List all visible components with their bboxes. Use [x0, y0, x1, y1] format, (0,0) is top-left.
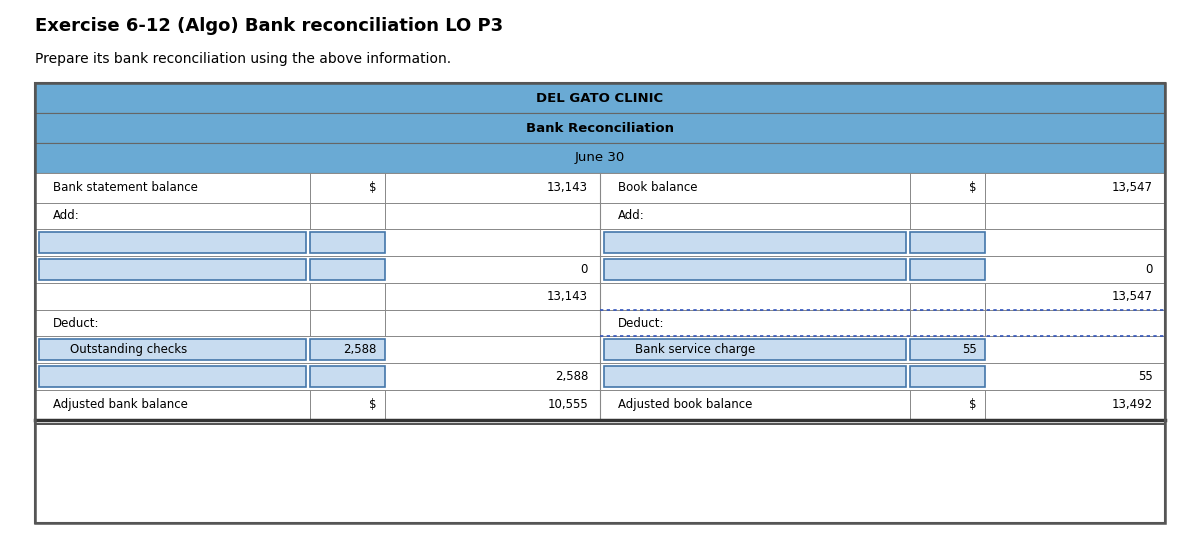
Bar	[604, 340, 906, 360]
Bar	[35, 173, 1165, 420]
Bar	[35, 390, 1165, 420]
Text: Bank service charge: Bank service charge	[635, 343, 755, 356]
Text: Adjusted book balance: Adjusted book balance	[618, 398, 752, 411]
Bar	[310, 366, 385, 387]
Text: 10,555: 10,555	[547, 398, 588, 411]
Text: 13,547: 13,547	[1112, 290, 1153, 303]
Bar	[35, 83, 1165, 113]
Bar	[38, 340, 306, 360]
Bar	[35, 203, 1165, 229]
Bar	[604, 232, 906, 253]
Text: 2,588: 2,588	[343, 343, 377, 356]
Text: $: $	[370, 181, 377, 194]
Text: Prepare its bank reconciliation using the above information.: Prepare its bank reconciliation using th…	[35, 52, 451, 66]
Bar	[910, 259, 985, 280]
Text: 55: 55	[962, 343, 977, 356]
Bar	[35, 336, 1165, 364]
Text: DEL GATO CLINIC: DEL GATO CLINIC	[536, 92, 664, 105]
Bar	[35, 229, 1165, 256]
Text: Outstanding checks: Outstanding checks	[70, 343, 187, 356]
Bar	[35, 283, 1165, 310]
Bar	[38, 232, 306, 253]
Text: June 30: June 30	[575, 152, 625, 165]
Bar	[35, 256, 1165, 283]
Text: Deduct:: Deduct:	[618, 317, 665, 330]
Bar	[38, 259, 306, 280]
Text: Bank Reconciliation: Bank Reconciliation	[526, 122, 674, 135]
Text: 2,588: 2,588	[554, 370, 588, 383]
Bar	[38, 366, 306, 387]
Bar	[35, 364, 1165, 390]
Text: Book balance: Book balance	[618, 181, 697, 194]
Text: 13,492: 13,492	[1112, 398, 1153, 411]
Text: Adjusted bank balance: Adjusted bank balance	[53, 398, 188, 411]
Text: 13,547: 13,547	[1112, 181, 1153, 194]
Text: Exercise 6-12 (Algo) Bank reconciliation LO P3: Exercise 6-12 (Algo) Bank reconciliation…	[35, 17, 503, 35]
Text: $: $	[370, 398, 377, 411]
Bar	[910, 232, 985, 253]
Text: 0: 0	[581, 263, 588, 276]
Text: $: $	[970, 181, 977, 194]
Bar	[910, 366, 985, 387]
Text: 0: 0	[1146, 263, 1153, 276]
Text: Bank statement balance: Bank statement balance	[53, 181, 198, 194]
Bar	[910, 340, 985, 360]
Text: $: $	[970, 398, 977, 411]
Bar	[35, 83, 1165, 523]
Bar	[35, 310, 1165, 336]
Text: Add:: Add:	[53, 209, 79, 222]
Bar	[604, 259, 906, 280]
Bar	[35, 143, 1165, 173]
Text: 55: 55	[1139, 370, 1153, 383]
Bar	[310, 259, 385, 280]
Bar	[604, 366, 906, 387]
Bar	[35, 173, 1165, 203]
Bar	[35, 113, 1165, 143]
Text: Add:: Add:	[618, 209, 644, 222]
Bar	[310, 232, 385, 253]
Bar	[310, 340, 385, 360]
Text: Deduct:: Deduct:	[53, 317, 100, 330]
Text: 13,143: 13,143	[547, 181, 588, 194]
Bar	[35, 83, 1165, 523]
Text: 13,143: 13,143	[547, 290, 588, 303]
